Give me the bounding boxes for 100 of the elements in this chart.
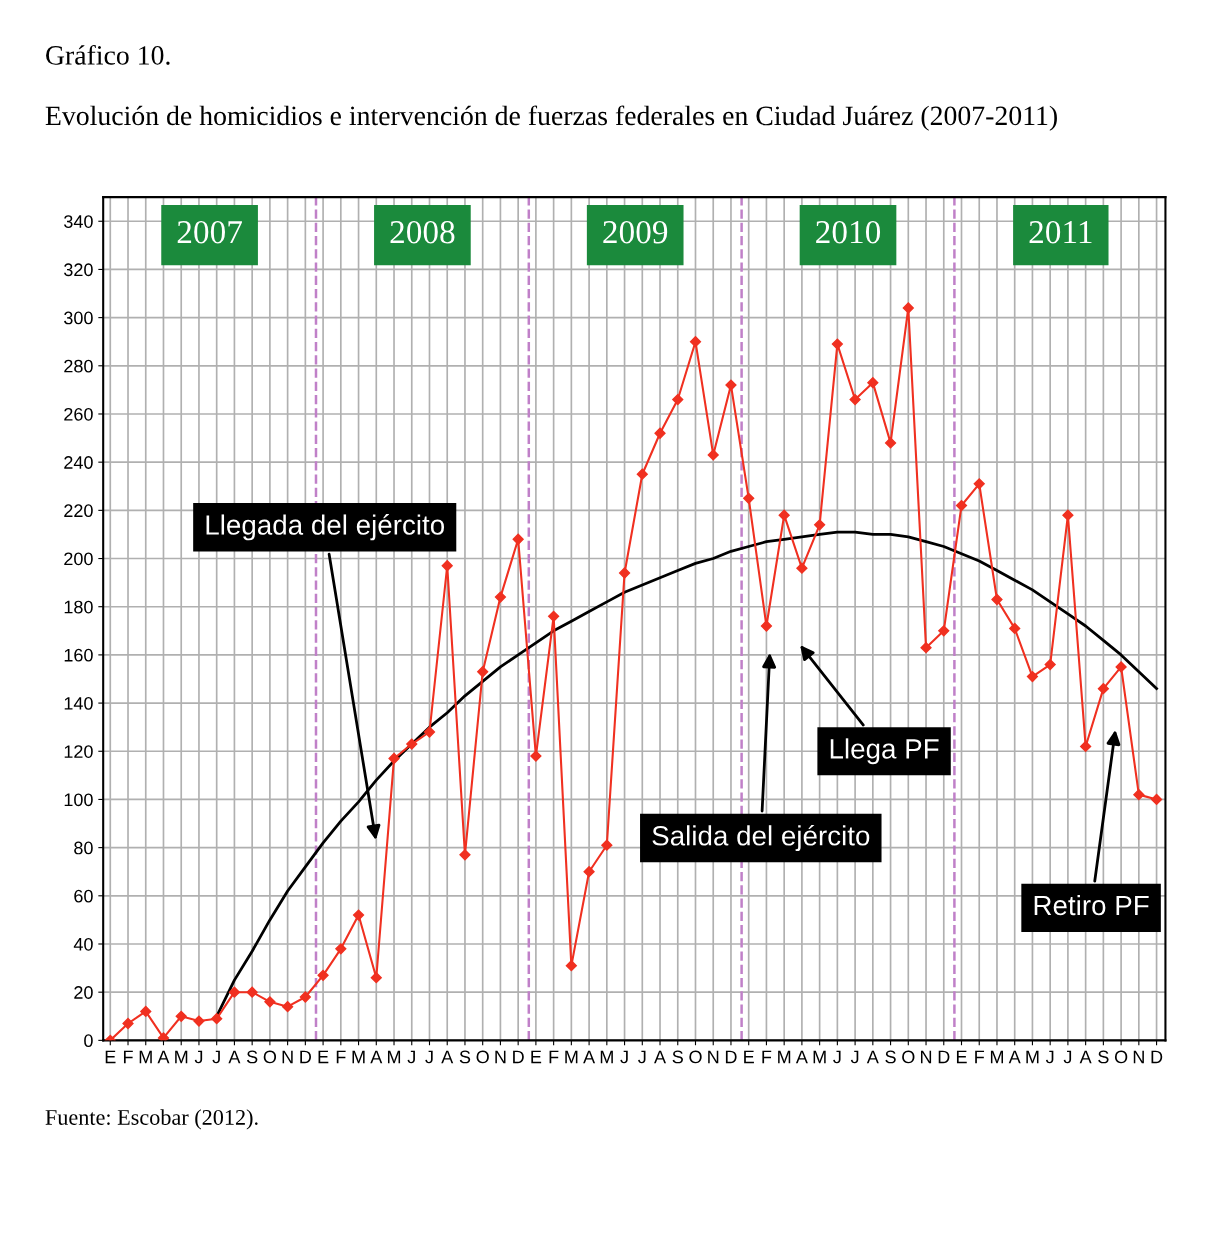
source-note: Fuente: Escobar (2012). <box>45 1109 258 1130</box>
x-tick-label: D <box>725 1050 737 1064</box>
x-tick-label: M <box>990 1050 1004 1064</box>
point <box>175 1010 187 1022</box>
x-tick-label: S <box>672 1050 683 1064</box>
y-tick-label: 200 <box>64 552 93 566</box>
y-tick-label: 20 <box>74 986 93 999</box>
point <box>122 1017 134 1030</box>
x-tick-label: M <box>175 1050 188 1064</box>
chart-subtitle: Evolución de homicidios e intervención de fuerzas federales en Ciudad Juárez (2007-2011) <box>45 105 1057 131</box>
point <box>636 468 648 480</box>
x-tick-label: E <box>744 1050 754 1064</box>
x-tick-label: J <box>212 1050 220 1064</box>
point <box>565 960 577 972</box>
point <box>1097 683 1109 695</box>
x-tick-label: O <box>902 1050 915 1064</box>
x-tick-label: F <box>336 1050 346 1064</box>
point <box>689 336 702 348</box>
point <box>1133 789 1145 801</box>
point <box>1080 740 1092 753</box>
point <box>406 738 418 750</box>
x-tick-label: J <box>1045 1050 1054 1064</box>
point <box>1026 670 1039 683</box>
y-tick-label: 80 <box>74 841 93 855</box>
point <box>1115 661 1127 673</box>
x-tick-label: N <box>921 1050 932 1064</box>
point <box>370 972 382 984</box>
point <box>459 849 471 861</box>
x-tick-label: E <box>318 1050 329 1064</box>
point <box>317 969 329 981</box>
annotation: 2008 <box>390 220 455 244</box>
x-tick-label: O <box>689 1050 702 1064</box>
chart-title: Gráfico 10. <box>46 44 170 65</box>
x-tick-label: A <box>157 1050 170 1064</box>
y-tick-label: 0 <box>84 1034 93 1048</box>
point <box>583 866 595 878</box>
x-tick-label: J <box>850 1050 859 1064</box>
x-tick-label: E <box>105 1050 116 1064</box>
x-tick-label: M <box>600 1050 613 1064</box>
y-tick-label: 40 <box>73 937 93 951</box>
point <box>477 666 489 678</box>
x-tick-label: D <box>300 1050 312 1064</box>
x-tick-label: M <box>139 1050 152 1064</box>
point <box>743 492 755 504</box>
point <box>920 642 932 654</box>
point <box>388 752 400 765</box>
point <box>1009 622 1021 635</box>
x-tick-label: N <box>495 1050 506 1064</box>
point <box>814 519 826 531</box>
point <box>140 1005 152 1018</box>
y-tick-label: 320 <box>64 263 93 277</box>
point <box>938 625 950 637</box>
y-tick-label: 220 <box>64 504 93 518</box>
point <box>423 726 436 738</box>
point <box>352 909 365 921</box>
point <box>548 610 560 622</box>
point <box>441 560 453 572</box>
x-tick-label: S <box>1098 1050 1109 1064</box>
point <box>654 427 666 439</box>
annotation: Retiro PF <box>1034 894 1149 916</box>
point <box>618 567 631 579</box>
point <box>494 591 507 603</box>
x-tick-label: J <box>638 1050 646 1064</box>
point <box>973 478 985 490</box>
x-tick-label: O <box>263 1050 277 1064</box>
point <box>1062 509 1074 521</box>
y-tick-label: 140 <box>64 697 93 710</box>
x-tick-label: S <box>246 1050 258 1064</box>
x-tick-label: F <box>123 1050 133 1064</box>
x-tick-label: E <box>531 1050 542 1064</box>
x-tick-label: A <box>370 1050 383 1064</box>
y-tick-label: 100 <box>64 793 93 807</box>
x-tick-label: D <box>938 1050 950 1064</box>
x-tick-label: M <box>813 1050 826 1064</box>
point <box>778 509 790 521</box>
point <box>672 393 684 406</box>
x-tick-label: M <box>1026 1050 1039 1064</box>
y-tick-label: 60 <box>74 889 93 903</box>
annotation: Llega PF <box>830 738 939 765</box>
x-tick-label: A <box>795 1050 808 1064</box>
point <box>760 620 773 632</box>
x-tick-label: J <box>833 1050 841 1064</box>
annotation: Salida del ejército <box>652 824 870 852</box>
x-tick-label: S <box>459 1050 471 1064</box>
y-tick-label: 240 <box>64 456 93 469</box>
point <box>530 750 542 762</box>
x-tick-label: J <box>620 1050 628 1064</box>
point <box>1150 793 1163 806</box>
point <box>991 593 1003 606</box>
x-tick-label: M <box>778 1050 791 1064</box>
point <box>211 1013 223 1025</box>
point <box>228 986 241 998</box>
x-tick-label: A <box>1079 1050 1092 1064</box>
x-tick-label: F <box>975 1050 985 1064</box>
point <box>707 449 719 461</box>
point <box>955 499 968 512</box>
point <box>884 437 897 449</box>
x-tick-label: J <box>407 1050 415 1064</box>
x-tick-label: A <box>1008 1050 1021 1064</box>
annotation: 2007 <box>177 220 242 244</box>
